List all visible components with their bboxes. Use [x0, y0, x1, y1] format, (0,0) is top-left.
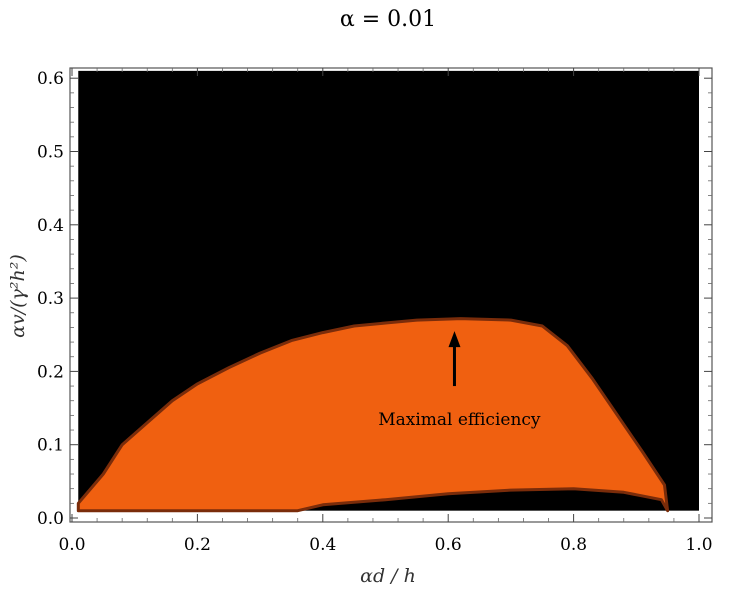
- annotation-text: Maximal efficiency: [378, 410, 541, 430]
- annotations: Maximal efficiency: [378, 331, 541, 430]
- frame-border: [69, 67, 713, 523]
- x-tick-label: 0.4: [309, 535, 336, 555]
- x-tick-label: 0.2: [184, 535, 211, 555]
- x-tick-label: 0.8: [560, 535, 587, 555]
- y-tick-label: 0.3: [37, 289, 64, 309]
- plot-frame: [69, 67, 713, 523]
- plot-area: [76, 70, 699, 513]
- efficiency-region: [76, 317, 670, 513]
- annotation-arrow-head: [448, 331, 461, 348]
- y-tick-label: 0.0: [37, 509, 64, 529]
- x-axis-label: αd / h: [360, 565, 416, 587]
- y-axis: 0.0 0.1 0.2 0.3 0.4 0.5 0.6: [37, 69, 712, 529]
- y-tick-label: 0.5: [37, 143, 64, 163]
- x-tick-label: 1.0: [685, 535, 712, 555]
- y-axis-label: αv/(γ²h²): [7, 254, 29, 338]
- y-tick-label: 0.6: [37, 69, 64, 89]
- y-tick-label: 0.4: [37, 216, 64, 236]
- x-tick-label: 0.6: [435, 535, 462, 555]
- x-tick-label: 0.0: [58, 535, 85, 555]
- x-axis: 0.0 0.2 0.4 0.6 0.8 1.0: [58, 68, 713, 555]
- y-tick-label: 0.2: [37, 362, 64, 382]
- y-tick-label: 0.1: [37, 436, 64, 456]
- chart-title: α = 0.01: [340, 7, 436, 32]
